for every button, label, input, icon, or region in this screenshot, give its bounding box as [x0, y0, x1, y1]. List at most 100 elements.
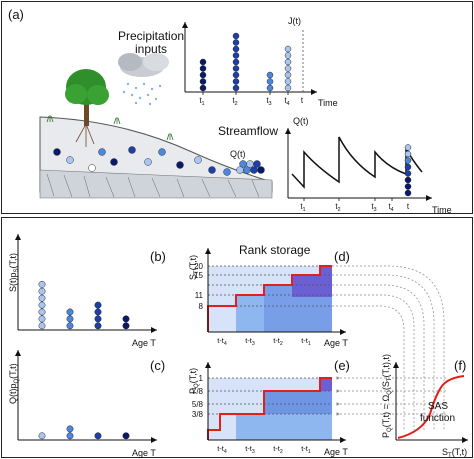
precip-dot — [232, 58, 240, 66]
panel-e: (e) PQ(T,t) Age T 17/85/83/8 t-t4 t-t3 t-t… — [188, 358, 350, 457]
stream-tick-label: t3 — [371, 202, 376, 213]
e-xlabel: Age T — [324, 447, 348, 457]
stream-tick-label: t2 — [335, 202, 340, 213]
panel-f-label: (f) — [454, 358, 466, 373]
precip-dot — [284, 52, 292, 59]
b-dot — [122, 315, 130, 323]
stream-xlabel: Time — [432, 205, 452, 215]
b-dot — [38, 301, 46, 309]
precip-dot — [199, 58, 207, 66]
precip-dot — [284, 71, 292, 79]
b-dot — [94, 322, 102, 330]
d-xtick-label: t-t3 — [245, 336, 255, 347]
stream-dot — [404, 150, 412, 158]
sas-line2: function — [420, 413, 455, 424]
b-dot — [94, 308, 102, 316]
precip-dot — [266, 78, 274, 85]
outlet-label: Q(t) — [230, 149, 246, 159]
b-dot — [38, 315, 46, 323]
e-xtick-label: t-t1 — [301, 444, 311, 455]
precip-dot — [284, 58, 292, 66]
precip-dot — [284, 78, 292, 85]
precipitation-chart: Precipitation inputs J(t) Time t1 t2 t3 t4 t — [118, 16, 338, 108]
stream-dot — [404, 189, 412, 197]
d-ylabel: ST(T,t) — [188, 255, 200, 280]
precip-tick-label: t2 — [232, 96, 237, 107]
panel-c: (c) Q(t)pQ(T,t) Age T — [8, 350, 165, 458]
d-xtick-label: t-t4 — [217, 336, 227, 347]
panel-bottom-figure: (b) S(t)pS(T,t) Age T (c) Q(t)pQ(T,t) Ag… — [8, 234, 468, 459]
precip-dot — [232, 32, 240, 40]
b-dot — [38, 308, 46, 316]
e-fill-top — [292, 378, 332, 391]
streamflow-chart: Streamflow Q(t) Time t1 t2 t3 t4 t — [218, 116, 452, 215]
b-dot — [38, 322, 46, 330]
precip-dot — [232, 39, 240, 46]
precip-dot — [284, 65, 292, 72]
precip-tick-label: t3 — [266, 96, 271, 107]
sas-line1: SAS — [428, 401, 448, 412]
stream-now-label: t — [407, 202, 410, 211]
e-xtick-labels: t-t4 t-t3 t-t2 t-t1 — [217, 444, 311, 455]
precip-dot — [232, 65, 240, 72]
panel-b: (b) S(t)pS(T,t) Age T — [8, 234, 166, 348]
precip-dot — [232, 78, 240, 85]
stream-dot — [404, 157, 412, 164]
stream-tick-labels: t1 t2 t3 t4 t — [300, 198, 410, 213]
d-xtick-label: t-t1 — [301, 336, 311, 347]
stream-tick-label: t4 — [388, 202, 393, 213]
stream-dot — [404, 170, 412, 177]
b-dot — [94, 315, 102, 323]
precip-dot — [232, 45, 240, 53]
precip-dot — [284, 45, 292, 53]
d-ytick-label: 20 — [194, 262, 203, 271]
panel-c-label: (c) — [150, 358, 165, 373]
f-ylabel: PQ(T,t) = ΩQ(ST(T,t),t) — [381, 354, 393, 438]
e-xtick-label: t-t4 — [217, 444, 227, 455]
f-xlabel: ST(T,t) — [442, 447, 467, 459]
c-dot — [66, 432, 74, 440]
precip-tick-label: t1 — [199, 96, 204, 107]
panel-a: (a) — [1, 1, 473, 215]
panel-d-label: (d) — [334, 249, 350, 264]
d-ytick-label: 8 — [199, 302, 204, 311]
precip-dot — [199, 84, 207, 92]
c-ylabel: Q(t)pQ(T,t) — [8, 363, 20, 404]
precip-dot — [199, 71, 207, 79]
stream-title: Streamflow — [218, 124, 278, 138]
d-ytick-label: 15 — [194, 271, 203, 280]
d-step-curve — [207, 265, 332, 332]
stream-dot — [404, 176, 412, 184]
c-dot — [38, 432, 46, 440]
c-dot — [122, 432, 130, 440]
e-ytick-label: 5/8 — [192, 400, 204, 409]
stream-dots — [404, 144, 412, 197]
c-dot — [94, 432, 102, 440]
panel-e-label: (e) — [334, 358, 350, 373]
b-xlabel: Age T — [132, 338, 156, 348]
hillslope-illustration: Q(t) — [39, 53, 273, 199]
b-dot — [122, 322, 130, 330]
c-dots — [38, 425, 130, 440]
precip-ylabel: J(t) — [288, 16, 301, 26]
precip-now-label: t — [301, 96, 304, 105]
stream-tick-label: t1 — [300, 202, 305, 213]
e-ytick-label: 1 — [199, 374, 204, 383]
b-dot — [66, 322, 74, 330]
precip-dots — [199, 32, 292, 92]
precip-title-line2: inputs — [135, 42, 167, 56]
sas-curve — [397, 375, 465, 439]
d-ytick-label: 11 — [195, 291, 204, 300]
d-fill-t1 — [292, 266, 332, 297]
b-dot — [38, 294, 46, 302]
hydrograph-line — [291, 136, 423, 189]
stream-dot — [404, 144, 412, 151]
stream-dot — [404, 183, 412, 190]
e-fill-dark — [264, 378, 332, 414]
precip-xlabel: Time — [318, 98, 338, 108]
e-ytick-label: 3/8 — [192, 410, 204, 419]
panel-a-label: (a) — [8, 7, 24, 22]
d-xlabel: Age T — [324, 338, 348, 348]
